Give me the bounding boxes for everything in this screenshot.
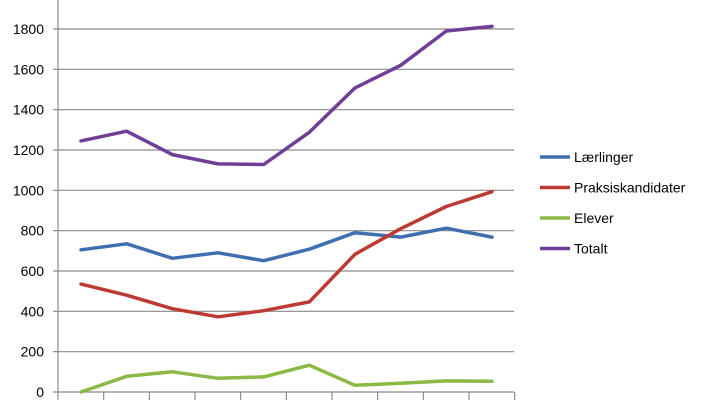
y-tick-label: 600 [21,263,45,279]
legend-label: Lærlinger [574,149,633,165]
series-line-praksiskandidater [79,189,494,319]
series-line-totalt [79,24,494,167]
y-tick-label: 800 [21,223,45,239]
axes [53,0,516,400]
y-tick-label: 200 [21,344,45,360]
y-tick-label: 1000 [13,182,44,198]
legend-label: Elever [574,210,614,226]
series-line-lærlinger [79,226,494,263]
y-tick-label: 1600 [13,61,44,77]
legend: Lærlinger Praksiskandidater Elever Totalt [540,149,686,257]
y-tick-label: 400 [21,303,45,319]
y-tick-label: 0 [36,384,44,400]
series-lines [79,24,494,394]
legend-label: Totalt [574,241,608,257]
y-tick-label: 1400 [13,102,44,118]
y-tick-labels: 0 200 400 600 800 1000 1200 1400 1600 1800 [13,21,44,400]
legend-label: Praksiskandidater [574,180,686,196]
y-tick-label: 1200 [13,142,44,158]
gridlines [58,28,514,353]
series-line-elever [79,363,494,394]
y-tick-label: 1800 [13,21,44,37]
